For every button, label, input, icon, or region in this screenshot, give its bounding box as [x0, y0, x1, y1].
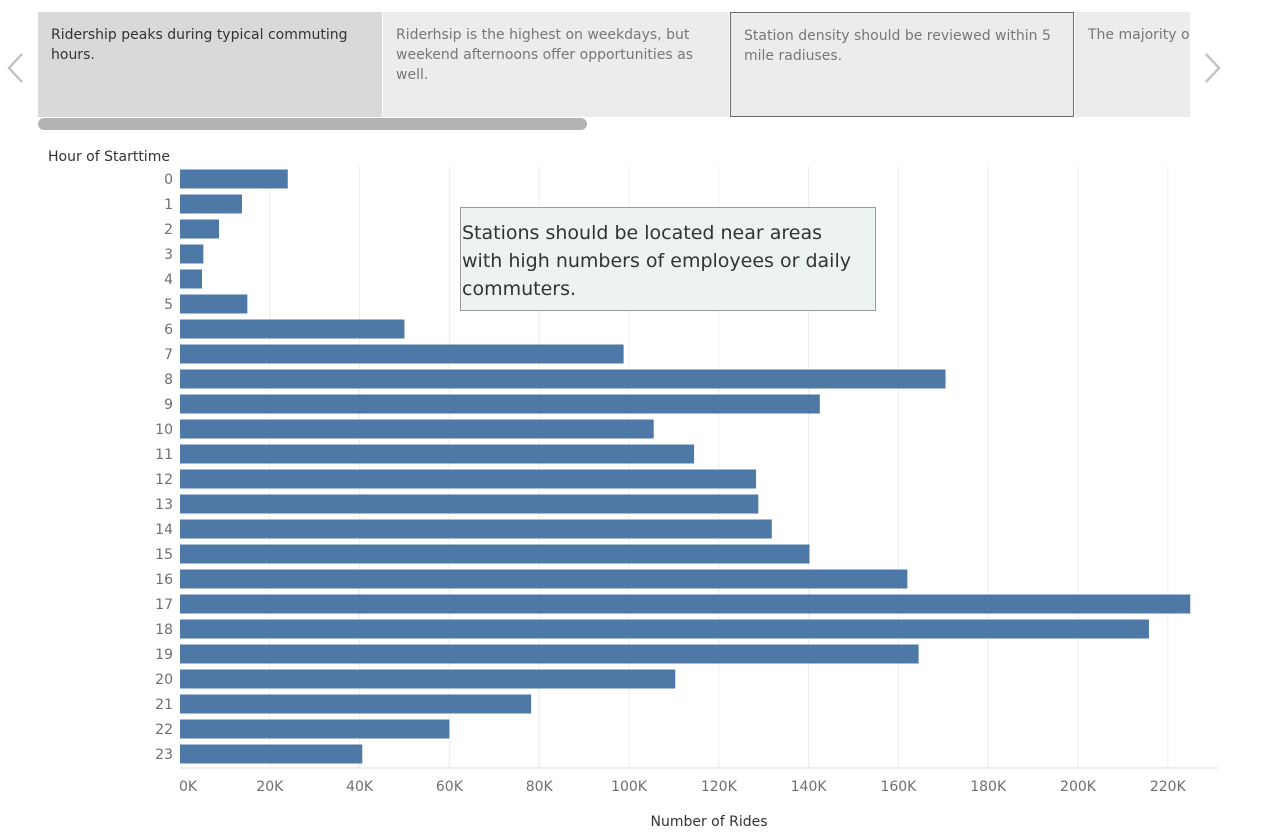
story-point-4[interactable]: The majority of [1075, 12, 1190, 117]
bar-hour-17[interactable] [180, 594, 1191, 614]
y-tick-label: 12 [155, 472, 173, 488]
bar-hour-8[interactable] [180, 369, 946, 389]
annotation-text: Stations should be located near areas wi… [462, 222, 851, 300]
x-axis-title: Number of Rides [650, 814, 767, 830]
chart-annotation: Stations should be located near areas wi… [460, 207, 876, 311]
bar-hour-7[interactable] [180, 344, 624, 364]
bar-hour-6[interactable] [180, 319, 405, 339]
y-tick-label: 14 [155, 522, 173, 538]
bar-hour-13[interactable] [180, 494, 759, 514]
y-tick-label: 9 [164, 397, 173, 413]
bar-hour-5[interactable] [180, 294, 248, 314]
bar-hour-23[interactable] [180, 744, 363, 764]
x-tick-label: 40K [346, 779, 374, 795]
bar-hour-12[interactable] [180, 469, 757, 489]
story-point-3-caption: Station density should be reviewed withi… [744, 28, 1051, 64]
y-tick-label: 11 [155, 447, 173, 463]
bar-hour-18[interactable] [180, 619, 1149, 639]
y-tick-label: 22 [155, 722, 173, 738]
story-point-4-caption: The majority of [1088, 27, 1190, 43]
bar-hour-15[interactable] [180, 544, 810, 564]
bar-hour-9[interactable] [180, 394, 820, 414]
bar-hour-14[interactable] [180, 519, 772, 539]
x-tick-label: 60K [436, 779, 464, 795]
bars [180, 169, 1191, 764]
bar-hour-10[interactable] [180, 419, 654, 439]
bar-hour-0[interactable] [180, 169, 288, 189]
y-tick-label: 16 [155, 572, 173, 588]
y-axis-title: Hour of Starttime [48, 149, 170, 165]
y-tick-label: 2 [164, 222, 173, 238]
y-tick-label: 20 [155, 672, 173, 688]
bar-hour-22[interactable] [180, 719, 450, 739]
y-tick-label: 7 [164, 347, 173, 363]
y-tick-label: 17 [155, 597, 173, 613]
x-tick-label: 160K [880, 779, 917, 795]
y-tick-label: 23 [155, 747, 173, 763]
chevron-left-icon [7, 53, 23, 83]
story-point-1-caption: Ridership peaks during typical commuting… [51, 27, 348, 63]
bar-hour-16[interactable] [180, 569, 908, 589]
bar-hour-21[interactable] [180, 694, 532, 714]
x-tick-label: 220K [1150, 779, 1187, 795]
bar-hour-2[interactable] [180, 219, 220, 239]
story-scrollbar[interactable] [38, 118, 587, 130]
bar-hour-20[interactable] [180, 669, 676, 689]
story-point-2-caption: Riderhsip is the highest on weekdays, bu… [396, 27, 694, 83]
y-tick-label: 13 [155, 497, 173, 513]
chevron-right-icon [1205, 53, 1221, 83]
y-tick-label: 3 [164, 247, 173, 263]
bar-hour-11[interactable] [180, 444, 695, 464]
x-tick-label: 180K [970, 779, 1007, 795]
bar-hour-19[interactable] [180, 644, 919, 664]
x-tick-label: 80K [526, 779, 554, 795]
x-tick-label: 120K [701, 779, 738, 795]
x-tick-label: 20K [256, 779, 284, 795]
y-tick-label: 6 [164, 322, 173, 338]
x-tick-label: 100K [611, 779, 648, 795]
y-tick-label: 18 [155, 622, 173, 638]
story-point-1[interactable]: Ridership peaks during typical commuting… [38, 12, 382, 117]
next-story-point-button[interactable] [1198, 48, 1226, 88]
story-navigator: Ridership peaks during typical commuting… [38, 12, 1190, 117]
x-tick-label: 200K [1060, 779, 1097, 795]
y-tick-label: 4 [164, 272, 173, 288]
story-point-3[interactable]: Station density should be reviewed withi… [730, 12, 1074, 117]
rides-tick-labels: 0K 20K 40K 60K 80K 100K 120K 140K 160K 180K 200K 22… [179, 779, 1187, 795]
x-tick-label: 0K [179, 779, 198, 795]
y-tick-label: 15 [155, 547, 173, 563]
y-tick-label: 5 [164, 297, 173, 313]
y-tick-label: 8 [164, 372, 173, 388]
x-tick-label: 140K [791, 779, 828, 795]
y-tick-label: 1 [164, 197, 173, 213]
y-tick-label: 0 [164, 172, 173, 188]
y-tick-label: 10 [155, 422, 173, 438]
previous-story-point-button[interactable] [2, 48, 30, 88]
bar-hour-1[interactable] [180, 194, 242, 214]
bar-hour-4[interactable] [180, 269, 203, 289]
bar-hour-3[interactable] [180, 244, 204, 264]
story-point-2[interactable]: Riderhsip is the highest on weekdays, bu… [383, 12, 729, 117]
y-tick-label: 19 [155, 647, 173, 663]
y-tick-label: 21 [155, 697, 173, 713]
